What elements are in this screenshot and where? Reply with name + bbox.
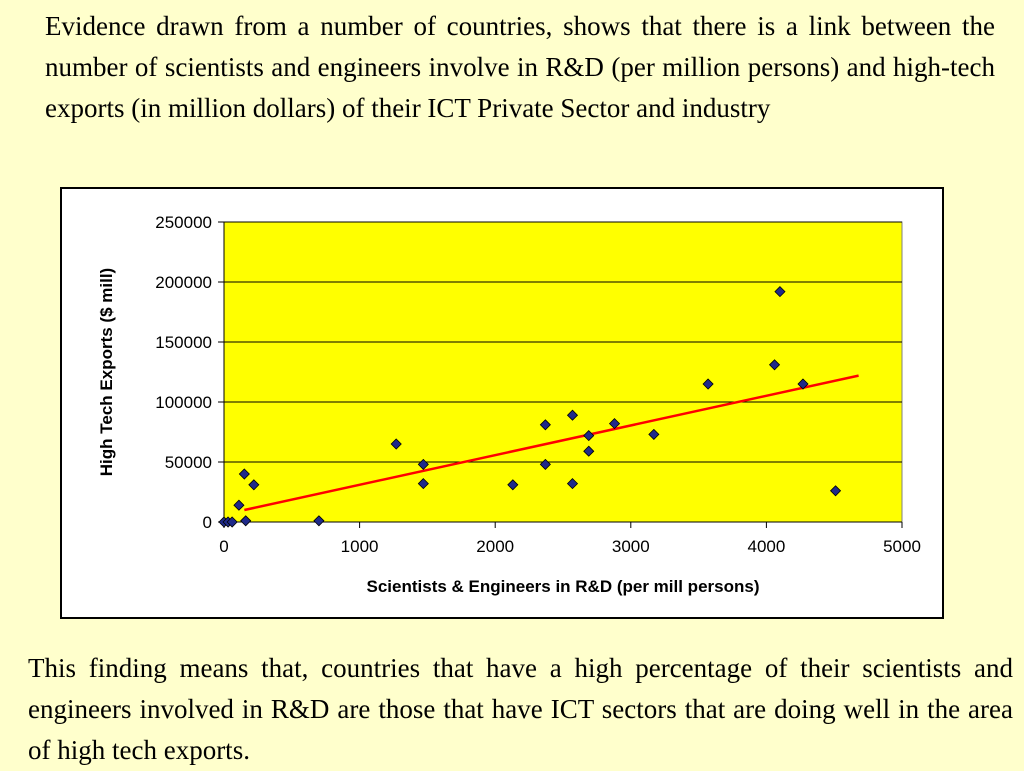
data-point: [233, 499, 245, 511]
y-tick-label: 50000: [165, 453, 212, 472]
data-point: [390, 438, 402, 450]
data-point: [238, 468, 250, 480]
data-point: [566, 409, 579, 421]
data-point: [608, 418, 621, 430]
chart-canvas: 0 50000 100000 150000 200000 250000 0 1000 2000 3…: [97, 213, 921, 596]
data-point: [539, 419, 551, 431]
data-point: [648, 428, 660, 440]
intro-paragraph: Evidence drawn from a number of countrie…: [45, 11, 995, 123]
conclusion-paragraph: This finding means that, countries that …: [28, 653, 1013, 765]
data-point: [774, 286, 786, 298]
x-tick-label: 0: [219, 537, 228, 556]
gridlines: [224, 221, 902, 463]
data-point: [797, 378, 809, 390]
data-point: [226, 516, 238, 528]
y-tick-label: 100000: [155, 393, 212, 412]
scatter-chart: 0 50000 100000 150000 200000 250000 0 1000 2000 3…: [60, 187, 944, 619]
x-axis-title: Scientists & Engineers in R&D (per mill …: [367, 577, 760, 596]
data-point: [507, 479, 519, 491]
plot-area: [223, 221, 903, 523]
data-point: [583, 445, 595, 457]
y-tick-label: 150000: [155, 333, 212, 352]
data-point: [829, 485, 842, 497]
data-point: [248, 479, 260, 491]
data-point: [417, 478, 429, 490]
data-point: [768, 359, 781, 371]
y-axis-title: High Tech Exports ($ mill): [97, 268, 116, 476]
y-tick-label: 200000: [155, 273, 212, 292]
data-point: [583, 430, 595, 442]
x-tick-label: 1000: [341, 537, 379, 556]
x-tick-label: 4000: [747, 537, 785, 556]
data-points: [218, 286, 842, 528]
x-tick-label: 2000: [476, 537, 514, 556]
data-point: [313, 515, 325, 527]
x-tick-label: 5000: [883, 537, 921, 556]
data-point: [702, 378, 714, 390]
data-point: [539, 458, 551, 470]
trendline: [244, 374, 859, 512]
y-tick-label: 250000: [155, 213, 212, 232]
x-tick-label: 3000: [612, 537, 650, 556]
data-point: [240, 515, 252, 527]
data-point: [417, 458, 429, 470]
y-tick-label: 0: [203, 513, 212, 532]
data-point: [566, 478, 579, 490]
axes: 0 50000 100000 150000 200000 250000 0 1000 2000 3…: [155, 213, 921, 556]
